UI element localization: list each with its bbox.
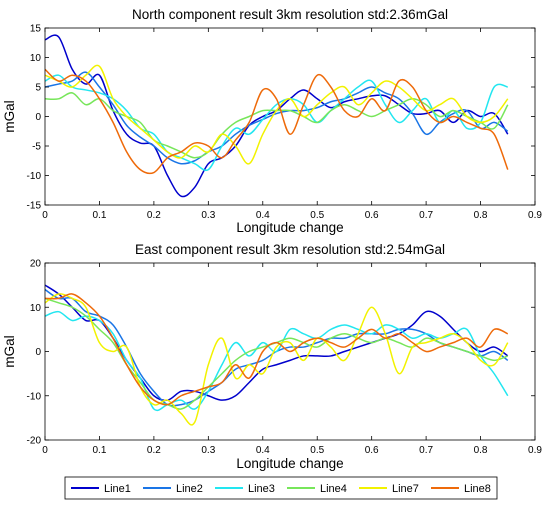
east-x-tick-label: 0.3 (201, 445, 215, 456)
north-series-group (45, 34, 509, 198)
legend-box (64, 476, 498, 500)
north-series-line2 (45, 71, 509, 165)
east-series-group (45, 284, 509, 426)
east-x-tick-label: 0.2 (147, 445, 161, 456)
east-series-line3 (45, 310, 509, 412)
north-x-tick-label: 0 (42, 210, 48, 221)
east-y-tick-label: -20 (27, 436, 42, 447)
east-y-tick-label: 20 (30, 259, 42, 270)
legend-label-line4: Line4 (320, 483, 347, 495)
north-y-tick-label: 5 (35, 83, 41, 94)
east-chart: East component result 3km resolution std… (2, 242, 542, 471)
east-x-tick-label: 0.9 (528, 445, 542, 456)
north-x-tick-label: 0.9 (528, 210, 542, 221)
east-x-tick-label: 0.6 (365, 445, 379, 456)
north-y-tick-label: 0 (35, 112, 41, 123)
north-x-tick-label: 0.5 (310, 210, 324, 221)
north-x-tick-label: 0.1 (92, 210, 106, 221)
north-y-tick-label: -5 (32, 142, 41, 153)
north-chart: North component result 3km resolution st… (2, 7, 542, 235)
north-x-tick-label: 0.4 (256, 210, 270, 221)
north-plot-area (45, 28, 535, 205)
north-x-tick-label: 0.2 (147, 210, 161, 221)
legend-label-line8: Line8 (464, 483, 491, 495)
legend: Line1 Line2 Line3 Line4 Line7 Line8 (64, 476, 498, 500)
north-series-line3 (45, 74, 508, 172)
north-y-tick-label: -10 (27, 171, 42, 182)
north-y-axis-label: mGal (2, 100, 17, 132)
east-x-tick-label: 0.8 (474, 445, 488, 456)
east-y-tick-label: 10 (30, 303, 42, 314)
east-x-tick-label: 0.4 (256, 445, 270, 456)
legend-label-line3: Line3 (248, 483, 275, 495)
legend-label-line2: Line2 (176, 483, 203, 495)
legend-label-line1: Line1 (104, 483, 131, 495)
east-y-axis-label: mGal (2, 335, 17, 367)
east-y-tick-label: -10 (27, 391, 42, 402)
legend-label-line7: Line7 (392, 483, 419, 495)
east-series-line7 (45, 293, 509, 426)
east-x-axis-label: Longitude change (236, 456, 343, 471)
north-y-tick-label: 10 (30, 53, 42, 64)
east-series-line8 (45, 293, 509, 406)
north-x-tick-label: 0.8 (474, 210, 488, 221)
north-x-tick-label: 0.3 (201, 210, 215, 221)
north-y-tick-label: -15 (27, 201, 42, 212)
north-x-tick-label: 0.7 (419, 210, 433, 221)
east-x-tick-label: 0 (42, 445, 48, 456)
north-x-axis-label: Longitude change (236, 220, 343, 235)
north-series-line8 (45, 68, 509, 175)
east-y-tick-label: 0 (35, 347, 41, 358)
east-chart-title: East component result 3km resolution std… (135, 242, 445, 257)
east-x-tick-label: 0.5 (310, 445, 324, 456)
north-chart-title: North component result 3km resolution st… (132, 7, 448, 22)
north-x-tick-label: 0.6 (365, 210, 379, 221)
north-y-tick-label: 15 (30, 24, 42, 35)
east-x-tick-label: 0.7 (419, 445, 433, 456)
east-x-tick-label: 0.1 (92, 445, 106, 456)
north-series-line7 (45, 64, 509, 165)
